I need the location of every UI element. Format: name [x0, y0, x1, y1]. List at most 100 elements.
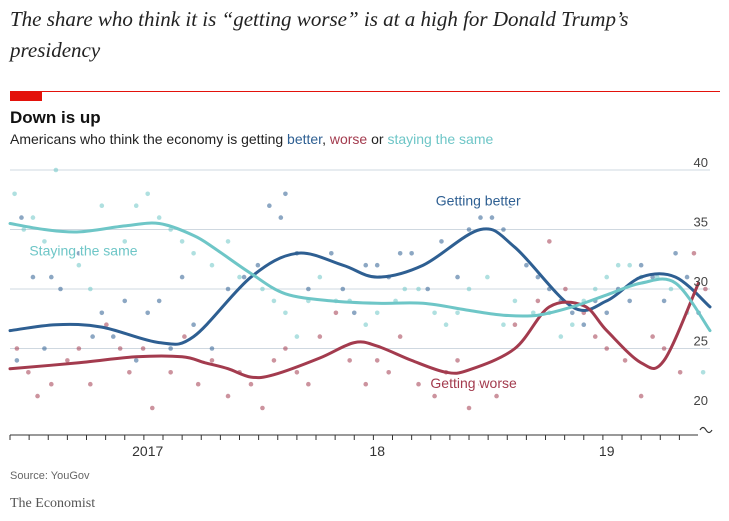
same-poll-point	[615, 262, 621, 268]
same-poll-point	[122, 239, 128, 244]
worse-poll-point	[104, 322, 109, 327]
better-poll-point	[329, 251, 334, 256]
worse-poll-point	[661, 346, 667, 351]
better-poll-point	[278, 215, 284, 220]
worse-poll-point	[35, 393, 40, 399]
same-poll-point	[260, 286, 265, 292]
worse-poll-point	[604, 346, 610, 351]
better-poll-point	[374, 262, 380, 268]
better-poll-point	[638, 262, 644, 268]
worse-poll-point	[294, 370, 300, 375]
worse-poll-point	[592, 334, 598, 339]
better-poll-point	[255, 262, 261, 268]
better-poll-point	[122, 298, 128, 304]
subtitle-sep1: ,	[322, 131, 330, 147]
worse-poll-point	[14, 346, 20, 351]
better-poll-point	[340, 286, 346, 292]
same-poll-point	[133, 203, 139, 208]
worse-poll-point	[49, 381, 54, 387]
better-poll-point	[501, 227, 506, 232]
better-poll-point	[225, 286, 231, 292]
worse-poll-point	[703, 286, 708, 292]
better-poll-point	[133, 358, 139, 363]
worse-series-label: Getting worse	[430, 375, 517, 391]
worse-poll-point	[306, 381, 311, 387]
y-tick-label: 20	[694, 393, 708, 408]
worse-poll-point	[347, 358, 352, 363]
brand-logo: The Economist	[10, 496, 96, 511]
worse-poll-point	[638, 393, 644, 399]
same-poll-point	[168, 227, 173, 232]
same-trend-line	[8, 221, 712, 333]
axis-break-icon	[699, 426, 713, 434]
economy-chart: 20 25 30 35 40 2017 18 19 Staying the same Gettin…	[8, 155, 713, 459]
better-poll-point	[489, 215, 495, 220]
y-tick-label: 35	[694, 215, 708, 230]
worse-poll-point	[691, 251, 697, 256]
same-poll-point	[558, 334, 564, 339]
same-poll-point	[99, 203, 105, 208]
labels-layer: 20 25 30 35 40 2017 18 19 Staying the same Gettin…	[28, 155, 708, 459]
worse-poll-point	[127, 370, 132, 375]
same-poll-point	[65, 251, 70, 256]
better-poll-point	[58, 286, 63, 292]
same-poll-point	[283, 310, 288, 316]
better-poll-point	[508, 203, 513, 208]
worse-poll-point	[478, 381, 483, 387]
same-poll-point	[485, 274, 490, 280]
same-poll-point	[88, 286, 93, 292]
worse-poll-point	[317, 334, 323, 339]
y-tick-label: 25	[694, 334, 708, 349]
worse-poll-point	[397, 334, 403, 339]
worse-poll-point	[26, 370, 31, 375]
same-poll-point	[271, 298, 277, 304]
lines-layer	[8, 221, 712, 380]
worse-poll-point	[88, 381, 93, 387]
same-poll-point	[156, 215, 162, 220]
worse-poll-point	[563, 286, 568, 292]
worse-poll-point	[260, 405, 265, 411]
better-poll-point	[650, 274, 655, 280]
same-poll-point	[12, 191, 17, 197]
better-poll-point	[145, 310, 151, 316]
same-poll-point	[317, 274, 323, 280]
same-poll-point	[416, 286, 421, 292]
better-trend-line	[8, 227, 712, 346]
worse-poll-point	[494, 393, 499, 399]
worse-poll-point	[455, 358, 460, 363]
better-poll-point	[425, 286, 431, 292]
dots-layer	[12, 167, 708, 411]
worse-poll-point	[622, 358, 628, 363]
better-poll-point	[30, 274, 36, 280]
better-poll-point	[569, 310, 575, 316]
same-poll-point	[42, 239, 47, 244]
worse-poll-point	[677, 370, 683, 375]
worse-poll-point	[168, 370, 173, 375]
same-poll-point	[179, 239, 185, 244]
same-poll-point	[569, 322, 575, 327]
better-poll-point	[191, 322, 196, 327]
better-poll-point	[684, 274, 690, 280]
worse-poll-point	[65, 358, 70, 363]
source-note: Source: YouGov	[10, 470, 90, 482]
top-rule	[10, 91, 720, 92]
subtitle-better: better	[287, 131, 323, 147]
same-poll-point	[432, 310, 437, 316]
grid-layer	[9, 169, 713, 440]
worse-poll-point	[149, 405, 155, 411]
worse-poll-point	[195, 381, 201, 387]
chart-title: Down is up	[10, 108, 101, 127]
better-poll-point	[76, 251, 82, 256]
x-tick-label: 2017	[132, 443, 163, 459]
same-poll-point	[604, 274, 610, 280]
same-poll-point	[530, 310, 536, 316]
x-tick-label: 18	[369, 443, 385, 459]
same-poll-point	[225, 239, 231, 244]
better-poll-point	[661, 298, 667, 304]
same-poll-point	[53, 167, 59, 173]
worse-poll-point	[225, 393, 231, 399]
same-poll-point	[668, 286, 674, 292]
y-tick-label: 30	[694, 274, 708, 289]
better-poll-point	[14, 358, 20, 363]
worse-poll-point	[466, 405, 472, 411]
